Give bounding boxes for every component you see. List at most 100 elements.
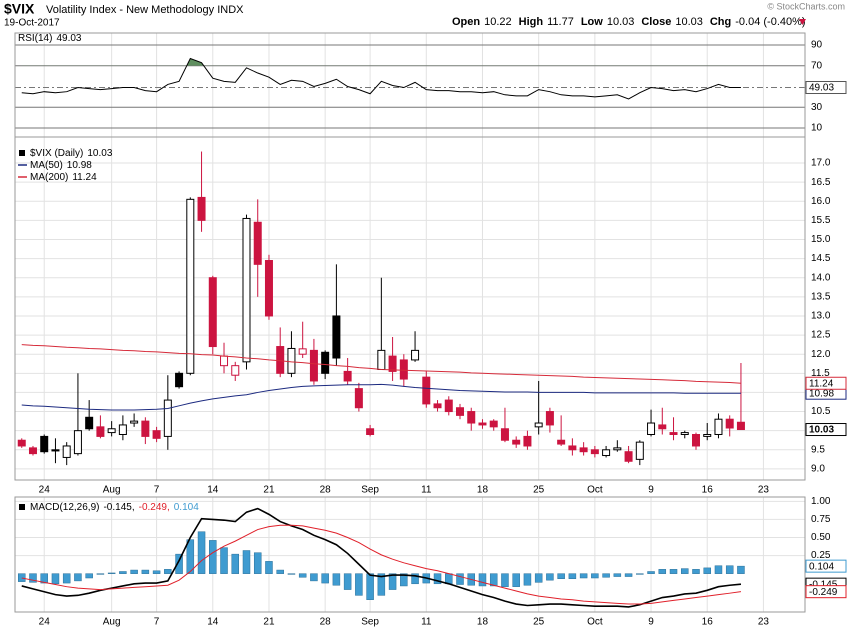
histogram-bar — [714, 565, 723, 574]
histogram-bar — [96, 573, 105, 575]
candle-body — [332, 315, 341, 359]
candle-body — [680, 432, 689, 435]
histogram-bar — [287, 573, 296, 575]
histogram-bar — [298, 573, 307, 578]
x-tick-label: 11 — [421, 617, 432, 628]
histogram-bar — [456, 573, 464, 585]
histogram-bar — [737, 565, 745, 574]
quote: Open 10.22 High 11.77 Low 10.03 Close 10.03 Chg -… — [452, 16, 806, 28]
histogram-bar — [175, 553, 183, 574]
candle-body — [456, 407, 465, 416]
candle-body — [433, 403, 442, 409]
histogram-bar — [17, 573, 26, 582]
quote-label: Open — [452, 16, 480, 28]
legend: $VIX (Daily) 10.03 — [30, 148, 113, 159]
histogram-bar — [29, 573, 37, 583]
overbought-fill — [21, 58, 741, 66]
candle-body — [220, 355, 229, 367]
histogram-bar — [512, 573, 520, 587]
histogram-bar — [658, 569, 667, 574]
candle-body — [107, 428, 116, 434]
histogram-bar — [602, 573, 610, 578]
candle-body — [736, 421, 745, 431]
histogram-bar — [265, 561, 273, 574]
x-tick-label: 23 — [758, 617, 770, 628]
x-tick-label: 28 — [320, 485, 332, 496]
histogram-bar — [119, 571, 127, 574]
moving-average — [21, 344, 741, 384]
histogram-bar — [400, 573, 408, 587]
histogram-bar — [647, 571, 655, 574]
legend-name: $VIX (Daily) — [30, 148, 83, 159]
histogram-bar — [321, 573, 329, 584]
histogram-bar — [62, 573, 71, 584]
y-tick-label: 1.00 — [811, 496, 831, 507]
x-tick-label: 28 — [320, 617, 332, 628]
candle-body — [669, 432, 678, 435]
candle-body — [354, 388, 363, 409]
x-tick-label: 21 — [263, 617, 275, 628]
candle-body — [703, 433, 712, 437]
histogram-bar — [197, 531, 206, 574]
y-tick-label: 16.0 — [811, 196, 831, 207]
histogram-bar — [355, 573, 363, 596]
candle-body — [343, 370, 352, 382]
legend-value: 10.98 — [67, 160, 92, 171]
value-box — [805, 559, 847, 573]
value-box — [805, 81, 847, 95]
y-tick-label: 15.5 — [811, 215, 831, 226]
plot-area — [15, 137, 805, 480]
x-tick-label: 9 — [648, 617, 654, 628]
candle-body — [51, 449, 60, 452]
histogram-bar — [388, 573, 397, 590]
plot-area — [15, 33, 805, 137]
candle-body — [579, 447, 588, 453]
x-tick-label: 25 — [533, 617, 545, 628]
x-tick-label: 23 — [758, 485, 770, 496]
value-box-label: 10.98 — [809, 388, 834, 399]
quote-value: 10.03 — [675, 16, 703, 28]
macd-line — [21, 524, 742, 605]
x-tick-label: 9 — [648, 485, 654, 496]
histogram-bar — [276, 569, 284, 574]
y-tick-label: 0.25 — [811, 550, 831, 561]
x-tick-label: 18 — [477, 485, 489, 496]
legend-value: 11.24 — [72, 172, 97, 183]
histogram-bar — [186, 539, 195, 574]
quote-label: Close — [641, 16, 671, 28]
histogram-bar — [681, 568, 689, 574]
security-name: Volatility Index - New Methodology INDX — [46, 4, 244, 16]
histogram-bar — [692, 569, 700, 574]
candle-body — [377, 349, 386, 370]
histogram-bar — [51, 573, 60, 585]
y-tick-label: 11.5 — [811, 368, 830, 379]
histogram-bar — [557, 573, 565, 579]
x-tick-label: 7 — [154, 617, 160, 628]
histogram-bar — [209, 540, 217, 574]
x-tick-label: 24 — [39, 617, 51, 628]
plot-area — [15, 497, 805, 612]
candle-body — [512, 439, 521, 445]
candle-body — [478, 422, 487, 426]
histogram-bar — [343, 573, 352, 590]
x-tick-label: Aug — [103, 617, 121, 628]
candle-body — [17, 439, 26, 447]
histogram-bar — [231, 553, 240, 574]
y-tick-label: 9.5 — [811, 444, 825, 455]
candle-body — [231, 365, 240, 376]
value-box-label: 0.104 — [809, 561, 834, 572]
candle-body — [467, 411, 476, 424]
x-tick-label: 7 — [154, 485, 160, 496]
x-tick-label: 18 — [477, 617, 489, 628]
x-tick-label: Sep — [361, 485, 379, 496]
histogram-bar — [152, 570, 161, 574]
x-tick-label: 14 — [207, 485, 219, 496]
x-tick-label: Oct — [587, 617, 603, 628]
y-tick-label: 9.0 — [811, 464, 825, 475]
y-tick-label: 0.75 — [811, 514, 831, 525]
value-box-label: 10.03 — [809, 425, 834, 436]
histogram-bar — [164, 569, 172, 574]
histogram-bar — [546, 573, 554, 581]
histogram-bar — [141, 569, 150, 574]
